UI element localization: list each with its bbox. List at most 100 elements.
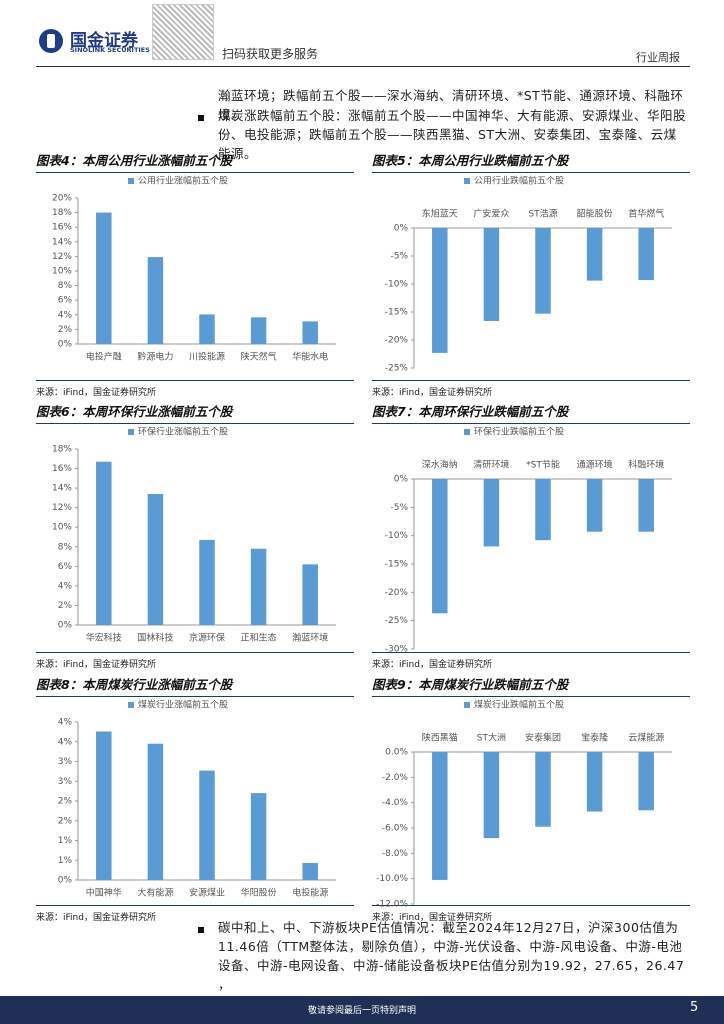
y-tick-label: -15% [385, 308, 409, 318]
x-tick-label: 正和生态 [241, 632, 277, 644]
x-tick-label: 韶能股份 [577, 208, 613, 220]
brand: 国金证券 [70, 31, 138, 51]
y-tick-label: 3% [58, 777, 73, 787]
x-tick-label: 电投产融 [86, 351, 122, 363]
y-tick-label: 8% [58, 542, 73, 552]
y-tick-label: 0% [58, 340, 73, 350]
bar [96, 731, 112, 880]
chart: 环保行业涨幅前五个股 0% 2% 4% 6% 8% 10% 12% 14% 16% 18% 华宏科技 国… [52, 426, 336, 644]
bar [586, 228, 603, 281]
chart: 煤炭行业跌幅前五个股 0.0% -2.0% -4.0% -6.0% -8.0% -10.0%… [376, 699, 672, 910]
bar [250, 793, 267, 880]
x-tick-label: 华能水电 [292, 351, 328, 363]
y-tick-label: 20% [52, 194, 72, 204]
bar [302, 863, 318, 880]
bullet [198, 927, 204, 933]
x-tick-label: 黔源电力 [137, 351, 173, 363]
x-tick-label: 广安爱众 [473, 208, 509, 220]
figure-source: 来源：iFind，国金证券研究所 [36, 380, 354, 398]
y-tick-label: 0% [394, 475, 409, 485]
bar [147, 257, 164, 344]
x-tick-label: 瀚蓝环境 [292, 632, 328, 644]
y-tick-label: 4% [58, 581, 73, 591]
x-tick-label: 京源环保 [189, 632, 225, 644]
bar [199, 770, 215, 880]
y-tick-label: -25% [385, 616, 409, 626]
bar [483, 228, 500, 321]
y-tick-label: 6% [58, 562, 73, 572]
header-rule [36, 66, 690, 67]
bar [586, 752, 603, 812]
y-tick-label: 1% [58, 836, 73, 846]
y-tick-label: -2.0% [382, 773, 409, 783]
figure-title: 图表6：本周环保行业涨幅前五个股 [36, 401, 354, 424]
x-tick-label: 华阳股份 [241, 887, 277, 899]
y-tick-label: -20% [385, 588, 409, 598]
y-tick-label: 4% [58, 718, 73, 728]
y-tick-label: 0% [394, 224, 409, 234]
x-tick-label: 中国神华 [86, 887, 122, 899]
y-tick-label: 4% [58, 310, 73, 320]
legend-swatch [464, 178, 470, 184]
page-number: 5 [690, 1000, 699, 1015]
figure-source: 来源：iFind，国金证券研究所 [372, 380, 690, 398]
x-tick-label: 国林科技 [137, 632, 173, 644]
y-tick-label: 12% [52, 252, 72, 262]
figure-source: 来源：iFind，国金证券研究所 [372, 652, 690, 670]
y-tick-label: -15% [385, 560, 409, 570]
x-tick-label: 陕天然气 [241, 351, 277, 363]
y-tick-label: 2% [58, 816, 73, 826]
legend-swatch [464, 429, 470, 435]
x-tick-label: 云煤能源 [628, 732, 664, 744]
x-tick-label: 宝泰隆 [581, 732, 608, 744]
qr-caption: 扫码获取更多服务 [222, 47, 319, 61]
figure-title: 图表7：本周环保行业跌幅前五个股 [372, 401, 690, 424]
x-tick-label: 首华燃气 [628, 208, 664, 220]
chart: 煤炭行业涨幅前五个股 0% 1% 1% 2% 2% 3% 3% 4% 4% 中国神华 大有能源 安源煤业… [58, 699, 336, 899]
bar [483, 479, 500, 547]
y-tick-label: -8.0% [382, 849, 409, 859]
y-tick-label: 1% [58, 856, 73, 866]
y-tick-label: 18% [52, 445, 72, 455]
bar [535, 752, 551, 827]
y-tick-label: -4.0% [382, 798, 409, 808]
bar [638, 479, 654, 532]
chart: 公用行业跌幅前五个股 0% -5% -10% -15% -20% -25% 东旭蓝天 广安爱众 S… [385, 175, 672, 374]
x-tick-label: 通源环境 [577, 459, 613, 471]
y-tick-label: -25% [385, 364, 409, 374]
chart: 公用行业涨幅前五个股 0% 2% 4% 6% 8% 10% 12% 14% 16% 18% 20% 电投… [52, 175, 336, 363]
paragraph: 碳中和上、中、下游板块PE估值情况：截至2024年12月27日，沪深300估值为… [218, 920, 685, 992]
bar [96, 461, 112, 625]
figure-title: 图表4：本周公用行业涨幅前五个股 [36, 150, 354, 173]
legend-label: 环保行业涨幅前五个股 [138, 426, 228, 438]
bar [586, 479, 603, 532]
footer-band [0, 996, 724, 1024]
x-tick-label: 科融环境 [628, 459, 664, 471]
legend-swatch [464, 702, 470, 708]
x-tick-label: *ST节能 [526, 459, 560, 471]
bar [432, 752, 448, 880]
x-tick-label: 陕西黑猫 [422, 732, 458, 744]
y-tick-label: -5% [390, 252, 408, 262]
y-tick-label: 0.0% [385, 748, 408, 758]
x-tick-label: 安泰集团 [525, 732, 561, 744]
y-tick-label: 14% [52, 484, 72, 494]
y-tick-label: 2% [58, 325, 73, 335]
bar [302, 321, 318, 344]
bar [535, 228, 551, 314]
y-tick-label: 2% [58, 797, 73, 807]
y-tick-label: -6.0% [382, 824, 409, 834]
y-tick-label: 3% [58, 757, 73, 767]
bar [147, 743, 164, 880]
figure-title: 图表9：本周煤炭行业跌幅前五个股 [372, 674, 690, 697]
y-tick-label: 0% [58, 621, 73, 631]
y-tick-label: -10% [385, 531, 409, 541]
legend-swatch [128, 702, 134, 708]
legend-label: 环保行业跌幅前五个股 [474, 426, 564, 438]
x-tick-label: 川投能源 [189, 351, 225, 363]
bar [638, 228, 654, 281]
bar [432, 479, 448, 614]
y-tick-label: 16% [52, 464, 72, 474]
x-tick-label: 大有能源 [137, 887, 173, 899]
y-tick-label: 6% [58, 296, 73, 306]
